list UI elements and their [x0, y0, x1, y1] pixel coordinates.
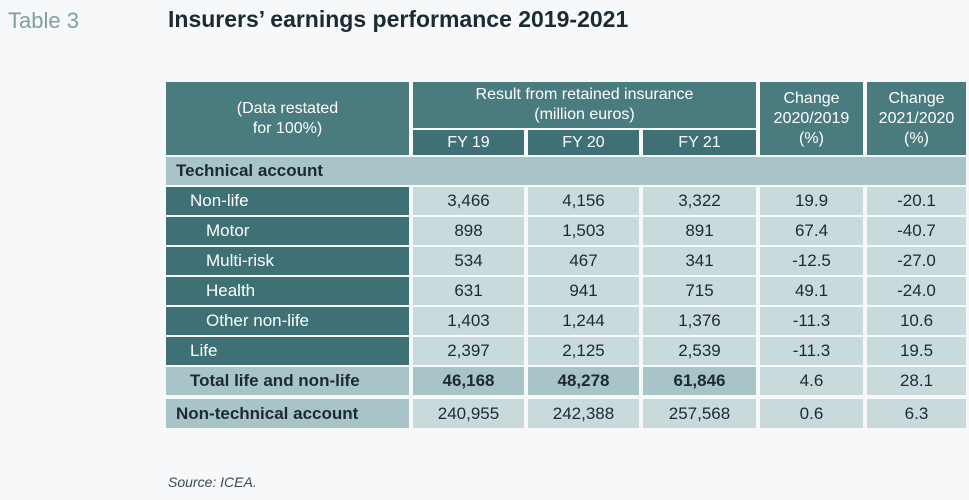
- header-result-line1: Result from retained insurance: [475, 86, 694, 103]
- row-label-non-technical: Non-technical account: [166, 395, 409, 428]
- section-technical-account: Technical account: [166, 155, 966, 185]
- header-restated: (Data restated for 100%): [166, 80, 409, 155]
- header-change2-line3: (%): [904, 129, 929, 147]
- table-cell: 1,403: [413, 305, 524, 335]
- table-cell: 257,568: [643, 395, 756, 428]
- table-cell: 467: [528, 245, 639, 275]
- table-cell: 1,244: [528, 305, 639, 335]
- header-change1-line3: (%): [799, 129, 824, 147]
- table-title: Insurers’ earnings performance 2019-2021: [168, 6, 629, 32]
- table-cell: -24.0: [867, 275, 966, 305]
- row-label-other-non-life: Other non-life: [166, 305, 409, 335]
- table-number-label: Table 3: [8, 8, 79, 33]
- table-cell: -11.3: [760, 305, 863, 335]
- table-cell: 19.9: [760, 185, 863, 215]
- table-cell: 4.6: [760, 365, 863, 395]
- table-cell: 4,156: [528, 185, 639, 215]
- header-result-line2: (million euros): [534, 106, 635, 123]
- table-cell: -20.1: [867, 185, 966, 215]
- table-cell: -27.0: [867, 245, 966, 275]
- header-change1-line1: Change: [783, 89, 840, 107]
- row-label-health: Health: [166, 275, 409, 305]
- table-cell: 534: [413, 245, 524, 275]
- header-fy20: FY 20: [528, 128, 639, 155]
- table-cell: 240,955: [413, 395, 524, 428]
- table-cell: 3,466: [413, 185, 524, 215]
- table-cell: 28.1: [867, 365, 966, 395]
- table-cell: 48,278: [528, 365, 639, 395]
- table-cell: 6.3: [867, 395, 966, 428]
- table-cell: 631: [413, 275, 524, 305]
- table-cell: 61,846: [643, 365, 756, 395]
- header-change2-line2: 2021/2020: [878, 109, 955, 127]
- row-label-non-life: Non-life: [166, 185, 409, 215]
- table-cell: 0.6: [760, 395, 863, 428]
- table-cell: 1,376: [643, 305, 756, 335]
- table-cell: 715: [643, 275, 756, 305]
- header-change-2021-2020: Change 2021/2020 (%): [867, 80, 966, 155]
- row-label-motor: Motor: [166, 215, 409, 245]
- table-cell: 2,539: [643, 335, 756, 365]
- table-cell: 341: [643, 245, 756, 275]
- table-cell: 2,125: [528, 335, 639, 365]
- header-fy21: FY 21: [643, 128, 756, 155]
- table-cell: 898: [413, 215, 524, 245]
- table-cell: -11.3: [760, 335, 863, 365]
- table-cell: 242,388: [528, 395, 639, 428]
- table-cell: 1,503: [528, 215, 639, 245]
- table-cell: -40.7: [867, 215, 966, 245]
- table-cell: 19.5: [867, 335, 966, 365]
- header-change-2020-2019: Change 2020/2019 (%): [760, 80, 863, 155]
- table-cell: 941: [528, 275, 639, 305]
- header-change1-line2: 2020/2019: [773, 109, 850, 127]
- table-cell: 2,397: [413, 335, 524, 365]
- header-result: Result from retained insurance (million …: [413, 80, 756, 128]
- table-cell: 891: [643, 215, 756, 245]
- header-restated-line1: (Data restated: [236, 99, 339, 117]
- table-cell: 67.4: [760, 215, 863, 245]
- source-note: Source: ICEA.: [168, 474, 257, 490]
- row-label-multi-risk: Multi-risk: [166, 245, 409, 275]
- header-fy19: FY 19: [413, 128, 524, 155]
- table-cell: 10.6: [867, 305, 966, 335]
- header-change2-line1: Change: [888, 89, 945, 107]
- header-restated-line2: for 100%): [252, 119, 323, 137]
- table-cell: 3,322: [643, 185, 756, 215]
- table-cell: 46,168: [413, 365, 524, 395]
- table-cell: 49.1: [760, 275, 863, 305]
- table-cell: -12.5: [760, 245, 863, 275]
- row-label-life: Life: [166, 335, 409, 365]
- earnings-table: (Data restated for 100%) Result from ret…: [166, 80, 966, 440]
- row-label-total: Total life and non-life: [166, 365, 409, 395]
